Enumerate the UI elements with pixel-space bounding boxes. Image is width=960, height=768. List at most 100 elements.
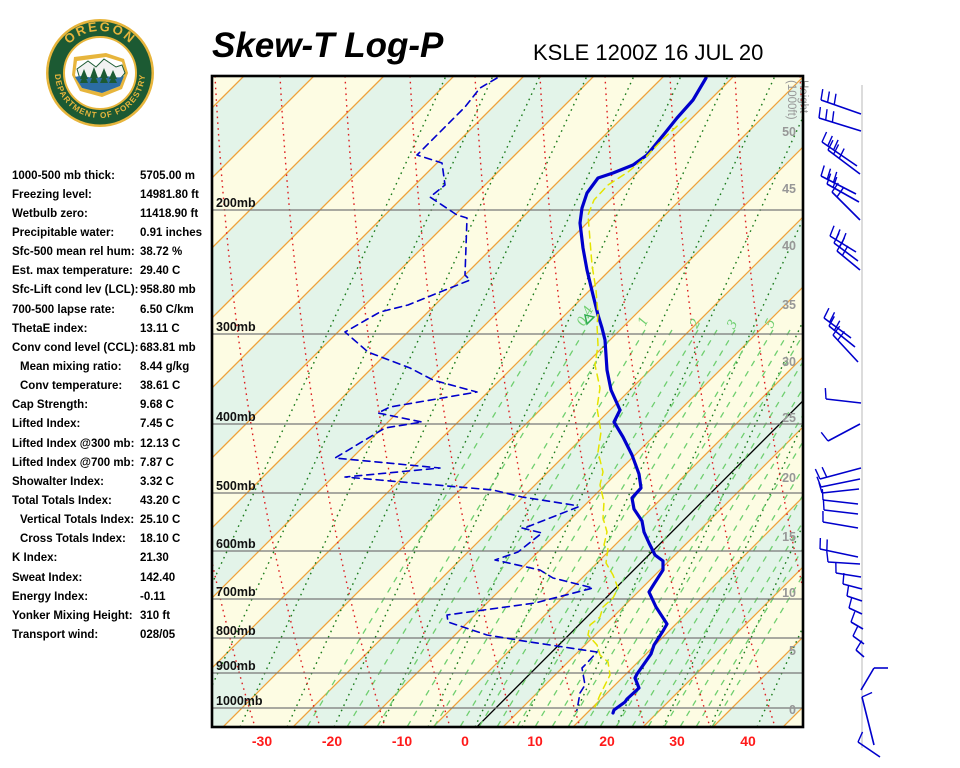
stat-label: Freezing level: xyxy=(12,188,92,201)
stat-label: Showalter Index: xyxy=(12,475,105,488)
stat-label: Mean mixing ratio: xyxy=(20,360,122,373)
wind-barb-staff xyxy=(820,99,862,115)
temp-axis-label: -30 xyxy=(252,733,272,749)
wind-barb-feather xyxy=(836,187,844,198)
wind-barb-staff xyxy=(821,488,860,494)
wind-barb-staff xyxy=(846,595,863,602)
stat-row: Sweat Index: 142.40 xyxy=(12,568,212,587)
stat-value: 25.10 C xyxy=(140,514,181,527)
wind-barb-feather xyxy=(832,171,838,183)
wind-barb-feather xyxy=(833,93,837,105)
height-tick-label: 15 xyxy=(782,530,796,544)
wind-barb-feather xyxy=(836,241,844,252)
isotherm-band xyxy=(212,76,803,727)
stat-label: 1000-500 mb thick: xyxy=(12,169,115,182)
isotherm-band xyxy=(344,211,803,727)
stat-label: Sfc-Lift cond lev (LCL): xyxy=(12,284,139,297)
wind-barb-feather xyxy=(837,330,845,341)
mixing-ratio-line xyxy=(663,493,803,727)
stat-label: Wetbulb zero: xyxy=(12,207,88,220)
wind-barb-feather xyxy=(827,135,833,147)
pressure-label: 1000mb xyxy=(216,694,263,708)
wind-barb-staff xyxy=(857,741,881,758)
temp-axis-label: 10 xyxy=(527,733,543,749)
odf-logo: OREGON DEPARTMENT OF FORESTRY xyxy=(46,19,154,127)
mixing-ratio-line xyxy=(647,467,803,727)
stat-value: 13.11 C xyxy=(140,322,180,335)
stat-value: 7.87 C xyxy=(140,456,174,469)
wind-barb-staff xyxy=(822,521,859,529)
wind-barb-feather xyxy=(826,91,831,103)
stat-value: 5705.00 m xyxy=(140,169,195,182)
isotherm-band xyxy=(212,76,739,606)
plot-border xyxy=(210,74,805,729)
wind-barb-feather xyxy=(833,232,840,244)
wind-barb-staff xyxy=(826,183,860,203)
sounding-indices-panel: 1000-500 mb thick: 5705.00 m Freezing leve… xyxy=(12,166,212,645)
stat-label: Lifted Index: xyxy=(12,418,81,431)
temp-axis-label: 40 xyxy=(740,733,756,749)
wind-barb-feather xyxy=(838,148,845,159)
wind-barb-staff xyxy=(818,117,862,132)
stat-value: 12.13 C xyxy=(140,437,181,450)
wind-barb-feather xyxy=(822,498,825,511)
wind-barb-staff xyxy=(832,334,859,363)
mixing-ratio-line xyxy=(478,329,718,727)
moist-adiabat-dotted xyxy=(851,76,960,727)
wind-barb-feather xyxy=(821,488,824,501)
wind-barb-feather xyxy=(818,482,823,494)
wind-barb-feather xyxy=(842,572,845,585)
wind-barb-staff xyxy=(827,423,861,442)
stat-row: 1000-500 mb thick: 5705.00 m xyxy=(12,166,212,185)
wind-barb-staff xyxy=(822,499,859,505)
isotherm-line xyxy=(212,76,739,606)
stat-row: Sfc-500 mean rel hum: 38.72 % xyxy=(12,243,212,262)
mixing-ratio-line xyxy=(551,329,791,727)
moist-adiabat-dotted xyxy=(898,76,960,727)
stat-value: 310 ft xyxy=(140,609,171,622)
stat-row: Conv cond level (CCL): 683.81 mb xyxy=(12,338,212,357)
dry-adiabat-dotted xyxy=(865,76,960,727)
stat-value: 18.10 C xyxy=(140,533,181,546)
wind-barb-feather xyxy=(832,176,838,188)
wind-barb-feather xyxy=(818,106,822,119)
isotherm-line xyxy=(309,176,803,727)
wind-barb-feather xyxy=(832,144,840,155)
wind-barb-feather xyxy=(852,625,859,637)
mixing-ratio-line xyxy=(711,573,803,727)
stat-value: 028/05 xyxy=(140,628,176,641)
stat-row: Conv temperature: 38.61 C xyxy=(12,377,212,396)
wind-barb-staff xyxy=(835,572,862,578)
height-tick-label: 5 xyxy=(789,644,796,658)
pressure-gridlines xyxy=(212,209,803,709)
height-tick-label: 20 xyxy=(782,471,796,485)
isotherm-line xyxy=(212,76,803,727)
height-tick-label: 30 xyxy=(782,355,796,369)
pressure-label: 600mb xyxy=(216,537,256,551)
isotherm-line xyxy=(274,141,803,727)
stat-label: 700-500 lapse rate: xyxy=(12,303,115,316)
stat-label: Vertical Totals Index: xyxy=(20,514,135,527)
mixing-ratio-line xyxy=(599,387,803,727)
stat-row: ThetaE index: 13.11 C xyxy=(12,319,212,338)
stat-row: Vertical Totals Index: 25.10 C xyxy=(12,511,212,530)
pressure-label: 800mb xyxy=(216,624,256,638)
wind-barb-feather xyxy=(833,320,841,331)
stat-label: Transport wind: xyxy=(12,628,99,641)
height-tick-label: 25 xyxy=(782,411,796,425)
pressure-label: 500mb xyxy=(216,479,256,493)
logo-oregon-emblem xyxy=(72,53,128,97)
isotherm-line xyxy=(212,76,774,641)
wind-barb-feather xyxy=(828,312,836,323)
isotherm-line xyxy=(344,211,803,727)
temp-axis-label: -20 xyxy=(322,733,342,749)
wetbulb-profile xyxy=(587,117,687,708)
wind-barb-staff xyxy=(852,635,865,645)
wind-barb-feather xyxy=(857,731,864,743)
page-title: Skew-T Log-P xyxy=(212,26,444,65)
stat-value: 9.68 C xyxy=(140,399,174,412)
wind-barb-feather xyxy=(841,245,849,256)
isotherm-band xyxy=(212,76,774,641)
